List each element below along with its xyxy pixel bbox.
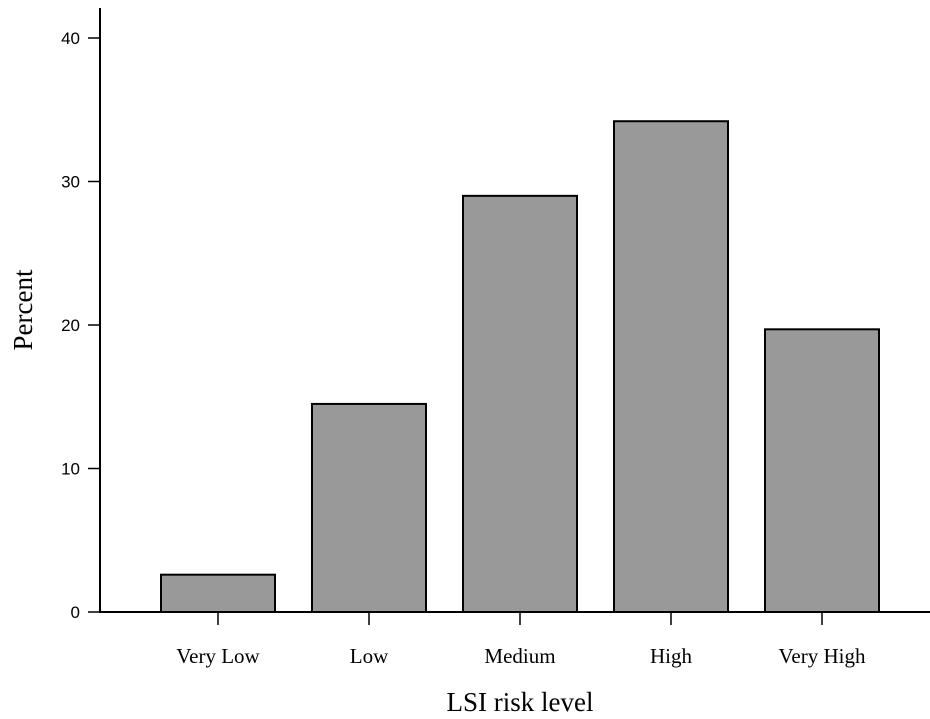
- x-tick-label: Very High: [779, 644, 866, 668]
- x-tick-label: Medium: [484, 644, 555, 668]
- x-ticks: Very Low Low Medium High Very High: [176, 612, 866, 668]
- y-tick-label: 10: [61, 460, 80, 479]
- y-tick-label: 30: [61, 173, 80, 192]
- bar-high: [613, 120, 729, 613]
- x-axis-title: LSI risk level: [447, 687, 594, 717]
- bar-low: [311, 402, 427, 613]
- y-tick-label: 20: [61, 316, 80, 335]
- bar-medium: [462, 194, 578, 613]
- x-tick-label: Very Low: [176, 644, 260, 668]
- y-axis-title: Percent: [8, 269, 38, 350]
- bars: [160, 120, 880, 614]
- y-tick-label: 40: [61, 29, 80, 48]
- bar-very-high: [764, 328, 880, 613]
- y-tick-label: 0: [71, 603, 80, 622]
- x-tick-label: Low: [350, 644, 389, 668]
- bar-very-low: [160, 573, 276, 614]
- y-ticks: 0 10 20 30 40: [61, 29, 100, 622]
- x-tick-label: High: [650, 644, 693, 668]
